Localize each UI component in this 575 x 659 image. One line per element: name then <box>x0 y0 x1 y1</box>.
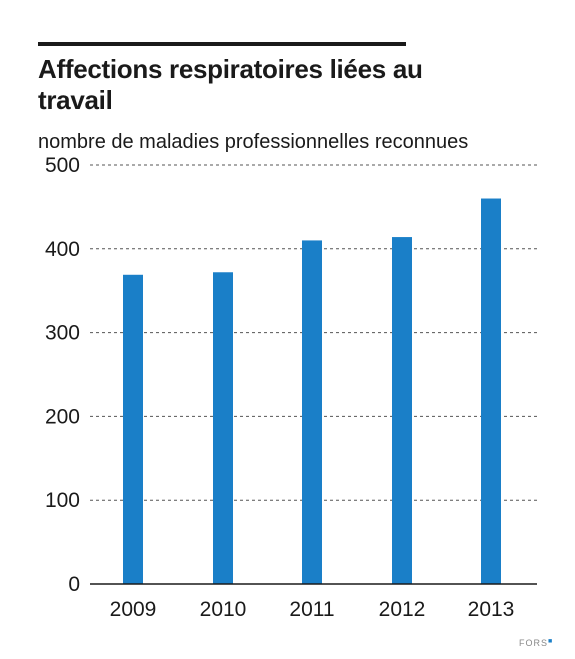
y-tick-label: 500 <box>45 154 80 177</box>
bar <box>481 198 501 584</box>
chart-subtitle: nombre de maladies professionnelles reco… <box>38 131 469 153</box>
bar <box>392 237 412 584</box>
credit-text: FORS <box>519 638 549 648</box>
title-rule <box>38 42 406 46</box>
x-tick-label: 2009 <box>110 598 157 621</box>
bar <box>213 272 233 584</box>
x-tick-label: 2010 <box>200 598 247 621</box>
credit-dot-icon: ■ <box>548 638 554 645</box>
x-tick-label: 2013 <box>468 598 515 621</box>
x-tick-label: 2011 <box>289 598 334 621</box>
x-tick-label: 2012 <box>379 598 426 621</box>
source-credit: FORS■ <box>519 638 553 648</box>
bar <box>123 274 143 584</box>
y-tick-label: 300 <box>45 322 80 345</box>
y-tick-label: 400 <box>45 238 80 261</box>
y-tick-label: 0 <box>68 573 80 596</box>
y-tick-label: 200 <box>45 405 80 428</box>
y-tick-label: 100 <box>45 489 80 512</box>
chart-title: Affections respiratoires liées au travai… <box>38 54 423 115</box>
bar <box>302 240 322 585</box>
